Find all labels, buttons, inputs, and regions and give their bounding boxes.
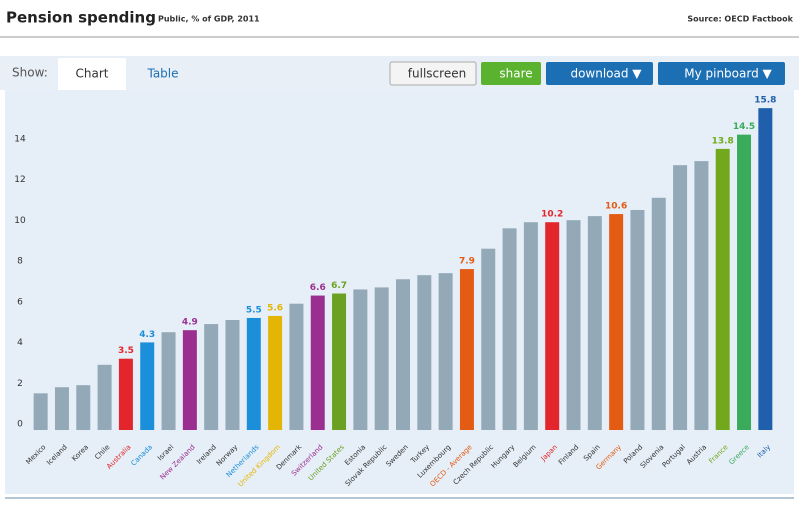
bar [737, 134, 752, 430]
y-tick-label: 6 [17, 297, 23, 307]
bar [54, 387, 69, 430]
button-label[interactable]: download ▼ [570, 67, 642, 81]
bar [97, 364, 112, 430]
bar [566, 220, 581, 430]
subtitle: Public, % of GDP, 2011 [158, 15, 260, 24]
button[interactable] [658, 62, 785, 85]
bar [481, 248, 496, 430]
bar [609, 214, 624, 430]
value-label: 10.6 [605, 202, 627, 212]
bar [673, 165, 688, 430]
y-tick-label: 14 [14, 134, 26, 144]
bar [587, 216, 602, 430]
y-tick-label: 10 [14, 216, 26, 226]
bar [694, 161, 709, 430]
bar [758, 108, 773, 431]
bar [523, 222, 538, 430]
value-label: 7.9 [459, 257, 475, 267]
tab[interactable]: Chart [76, 67, 109, 81]
value-label: 13.8 [712, 136, 734, 146]
bar [118, 358, 133, 430]
bar [545, 222, 560, 430]
bar [502, 228, 517, 430]
y-tick-label: 12 [14, 175, 25, 185]
bar [651, 197, 666, 430]
bar [268, 315, 283, 430]
bar [353, 289, 368, 430]
bar [459, 269, 474, 430]
bar [204, 324, 219, 430]
y-tick-label: 2 [17, 379, 23, 389]
bar [289, 303, 304, 430]
bar [417, 275, 432, 430]
bar [310, 295, 325, 430]
bar [225, 320, 240, 430]
button[interactable] [546, 62, 653, 85]
value-label: 5.6 [267, 303, 283, 313]
value-label: 6.7 [331, 281, 347, 291]
y-tick-label: 4 [17, 338, 23, 348]
bar [76, 385, 91, 430]
bar [140, 342, 155, 430]
bar [332, 293, 347, 430]
bar [246, 317, 261, 430]
source: Source: OECD Factbook [687, 15, 793, 24]
value-label: 4.3 [139, 330, 155, 340]
button-label[interactable]: fullscreen [408, 67, 466, 81]
bar [438, 273, 453, 430]
value-label: 6.6 [310, 283, 326, 293]
button-label[interactable]: share [499, 67, 532, 81]
button[interactable] [481, 62, 541, 85]
y-tick-label: 8 [17, 257, 23, 267]
chart-title: Pension spending [6, 9, 156, 27]
show-label: Show: [12, 66, 48, 80]
tab-active[interactable] [58, 58, 126, 90]
value-label: 3.5 [118, 346, 134, 356]
bar [161, 332, 176, 430]
bar [33, 393, 48, 430]
value-label: 5.5 [246, 305, 262, 315]
bar [630, 210, 645, 430]
value-label: 14.5 [733, 122, 755, 132]
bar [715, 148, 730, 430]
button-label[interactable]: My pinboard ▼ [684, 67, 772, 81]
value-label: 15.8 [754, 96, 776, 106]
tab[interactable]: Table [146, 67, 178, 81]
bar [374, 287, 389, 430]
value-label: 4.9 [182, 318, 198, 328]
bar [396, 279, 410, 430]
button[interactable] [389, 61, 477, 86]
bar [182, 330, 197, 430]
y-tick-label: 0 [17, 420, 23, 430]
value-label: 10.2 [541, 210, 563, 220]
